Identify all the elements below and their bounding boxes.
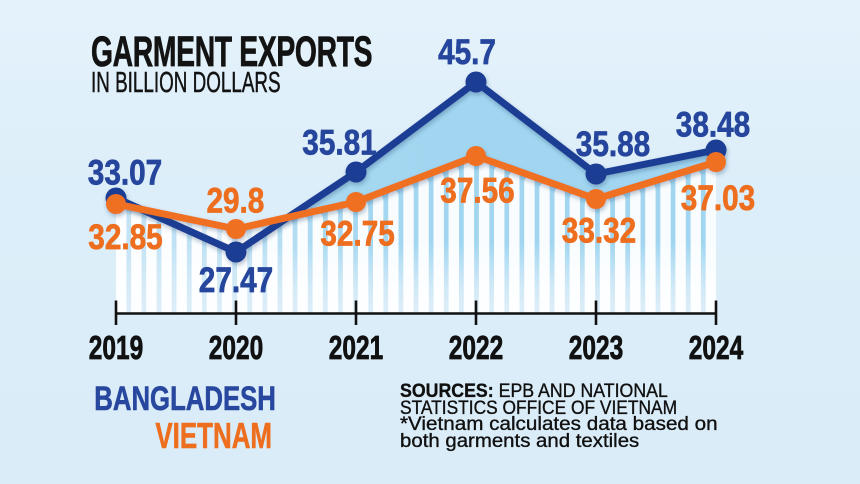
- svg-text:27.47: 27.47: [199, 261, 273, 300]
- svg-text:38.48: 38.48: [676, 105, 750, 144]
- svg-text:35.81: 35.81: [302, 123, 376, 162]
- svg-text:32.85: 32.85: [88, 218, 162, 257]
- svg-text:2021: 2021: [329, 329, 383, 367]
- svg-text:2020: 2020: [209, 329, 263, 367]
- svg-text:33.32: 33.32: [562, 211, 636, 250]
- svg-text:37.56: 37.56: [440, 171, 514, 210]
- svg-text:35.88: 35.88: [576, 125, 650, 164]
- svg-text:37.03: 37.03: [681, 179, 755, 218]
- svg-text:2019: 2019: [89, 329, 143, 367]
- svg-text:2024: 2024: [689, 329, 744, 367]
- svg-text:33.07: 33.07: [88, 153, 162, 192]
- svg-text:45.7: 45.7: [438, 33, 496, 72]
- svg-text:2022: 2022: [449, 329, 503, 367]
- svg-text:29.8: 29.8: [206, 181, 264, 220]
- svg-text:32.75: 32.75: [320, 214, 394, 253]
- svg-text:2023: 2023: [569, 329, 623, 367]
